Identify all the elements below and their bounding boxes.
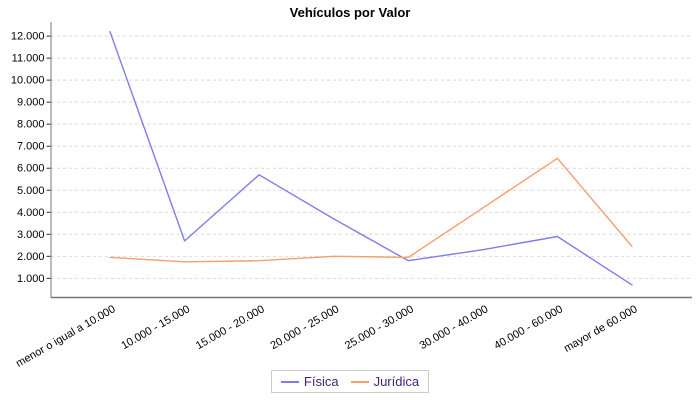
y-tick-label: 4.000 <box>17 207 45 219</box>
y-tick-label: 11.000 <box>12 53 45 65</box>
x-tick-label: 10.000 - 15.000 <box>119 303 192 352</box>
x-tick-label: 40.000 - 60.000 <box>492 303 565 352</box>
x-tick-label: 15.000 - 20.000 <box>194 303 267 352</box>
x-tick-label: 30.000 - 40.000 <box>418 303 491 352</box>
x-tick-label: mayor de 60.000 <box>562 303 640 355</box>
gridlines <box>51 35 692 279</box>
x-tick-label: menor o igual a 10.000 <box>14 303 117 370</box>
x-axis: menor o igual a 10.000 10.000 - 15.000 15.… <box>14 296 692 370</box>
x-tick-label: 20.000 - 25.000 <box>268 303 341 352</box>
legend: Física Jurídica <box>0 370 700 393</box>
x-tick-label: 25.000 - 30.000 <box>343 303 416 352</box>
series-lines <box>109 31 633 286</box>
legend-line-swatch <box>350 380 369 383</box>
y-tick-label: 2.000 <box>17 251 45 263</box>
y-tick-label: 1.000 <box>17 273 45 285</box>
y-axis: 1.000 2.000 3.000 4.000 5.000 6.000 7.000 8.000… <box>11 22 52 298</box>
y-tick-label: 12.000 <box>11 31 45 43</box>
legend-box: Física Jurídica <box>270 370 430 393</box>
y-tick-label: 5.000 <box>17 185 45 197</box>
legend-item-física: Física <box>280 374 339 389</box>
legend-label: Jurídica <box>373 374 420 389</box>
series-line-jurídica <box>109 157 633 263</box>
y-tick-label: 9.000 <box>17 97 45 109</box>
y-tick-label: 6.000 <box>17 163 45 175</box>
y-tick-label: 8.000 <box>17 119 45 131</box>
legend-line-swatch <box>280 380 299 383</box>
legend-label: Física <box>303 374 339 389</box>
y-tick-label: 3.000 <box>17 229 45 241</box>
series-line-física <box>109 31 633 286</box>
y-tick-label: 7.000 <box>17 141 45 153</box>
legend-item-jurídica: Jurídica <box>350 374 420 389</box>
chart-title: Vehículos por Valor <box>289 5 411 20</box>
y-tick-label: 10.000 <box>11 75 45 87</box>
